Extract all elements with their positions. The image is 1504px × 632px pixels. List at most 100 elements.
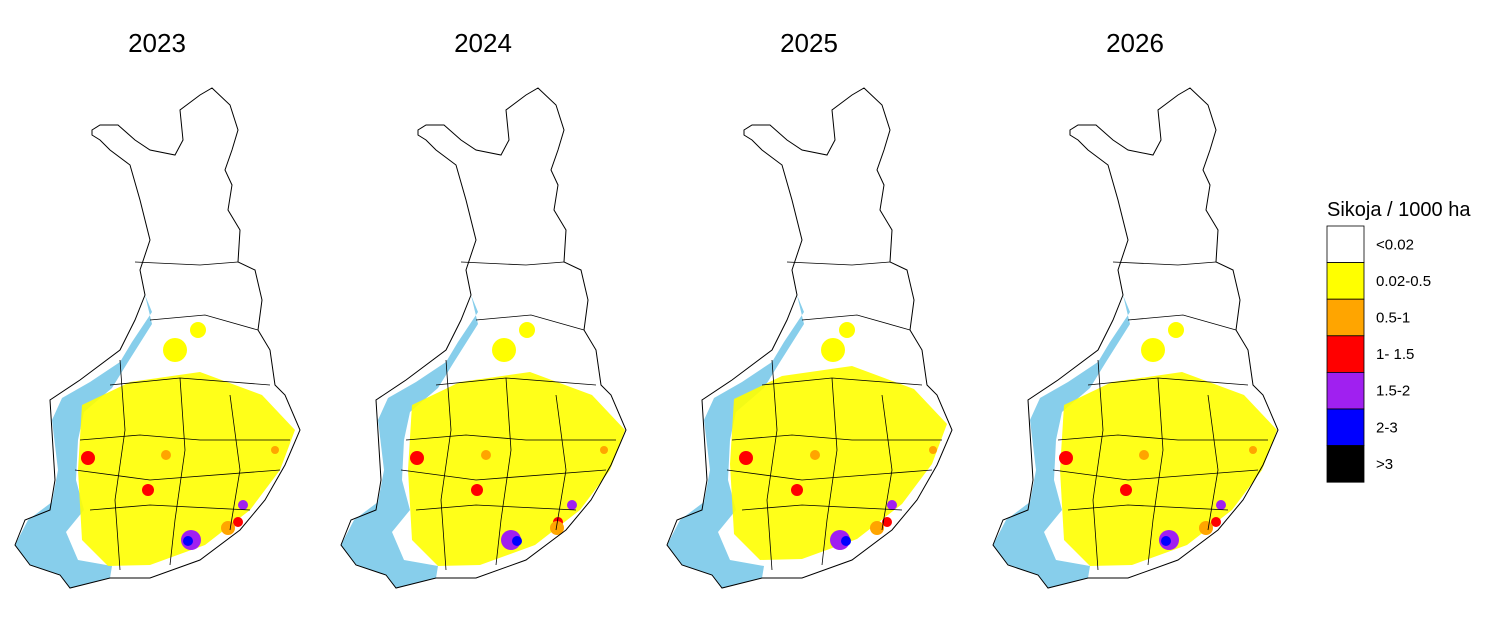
country-outline [666,87,953,589]
density-area [408,372,625,566]
legend-swatch [1326,335,1365,373]
density-spot [1168,322,1184,338]
density-spot [512,536,522,546]
legend-swatch [1326,262,1365,300]
region-border [1067,504,1229,511]
legend-swatch [1326,371,1365,410]
sea [15,295,152,588]
density-spot [519,322,535,338]
region-border [400,469,607,481]
density-spot [233,517,243,527]
region-border [821,377,838,566]
legend-title: Sikoja / 1000 ha [1327,199,1471,221]
density-spot [600,446,608,454]
legend-swatch [1326,445,1365,483]
region-border [555,394,567,531]
legend-label: 2-3 [1376,419,1398,436]
density-spot [410,451,424,465]
region-border [495,377,512,566]
region-border [114,359,126,571]
country-outline [992,87,1279,589]
legend-label: >3 [1376,456,1393,473]
region-border [169,377,186,566]
density-spot [1139,450,1149,460]
density-area [1060,372,1277,566]
region-border [766,359,778,571]
density-spot [887,500,897,510]
map-panel: 2024 [340,28,627,589]
density-spot [821,338,845,362]
region-border [741,504,903,511]
region-border [460,261,565,266]
region-border [475,314,585,331]
region-border [415,504,577,511]
density-spot [1059,451,1073,465]
region-border [440,359,452,571]
density-spot [1120,484,1132,496]
density-spot [271,446,279,454]
density-spot [882,517,892,527]
density-spot [839,322,855,338]
region-border [1207,394,1219,531]
density-spot [1199,521,1213,535]
density-spot [550,521,564,535]
region-border [1127,314,1237,331]
density-spot [1216,500,1226,510]
legend-label: <0.02 [1376,236,1414,253]
density-area [78,372,295,566]
sea [341,295,478,588]
map-panel: 2023 [14,28,301,589]
legend-label: 0.02-0.5 [1376,273,1431,290]
density-spot [739,451,753,465]
density-area [730,366,947,560]
density-spot [1211,517,1221,527]
density-spot [183,536,193,546]
region-border [1057,434,1268,441]
sea [993,295,1130,588]
density-spot [161,450,171,460]
density-spot [810,450,820,460]
legend-label: 1.5-2 [1376,383,1410,400]
map-title: 2026 [1106,28,1164,58]
density-spot [142,484,154,496]
region-border [1052,469,1259,481]
country-outline [340,87,627,589]
map-panel: 2025 [666,28,953,589]
legend-swatch [1326,298,1365,337]
density-spot [1249,446,1257,454]
region-border [731,434,942,441]
map-title: 2024 [454,28,512,58]
density-spot [81,451,95,465]
region-border [1147,377,1164,566]
region-border [74,469,281,481]
region-border [726,469,933,481]
density-spot [492,338,516,362]
density-spot [221,521,235,535]
region-border [1092,359,1104,571]
region-border [405,434,616,441]
region-border [79,434,290,441]
density-spot [1141,338,1165,362]
density-spot [929,446,937,454]
density-spot [471,484,483,496]
legend-label: 1- 1.5 [1376,346,1414,363]
region-border [881,394,893,531]
region-border [149,314,259,331]
country-outline [14,87,301,589]
map-panel: 2026 [992,28,1279,589]
region-border [1112,261,1217,266]
region-border [134,261,239,266]
region-border [786,261,891,266]
region-border [801,314,911,331]
density-spot [1161,536,1171,546]
map-title: 2025 [780,28,838,58]
region-border [229,394,241,531]
density-spot [567,500,577,510]
sea [667,295,804,588]
legend-swatch [1326,225,1365,263]
legend-label: 0.5-1 [1376,310,1410,327]
map-title: 2023 [128,28,186,58]
density-spot [791,484,803,496]
density-spot [870,521,884,535]
